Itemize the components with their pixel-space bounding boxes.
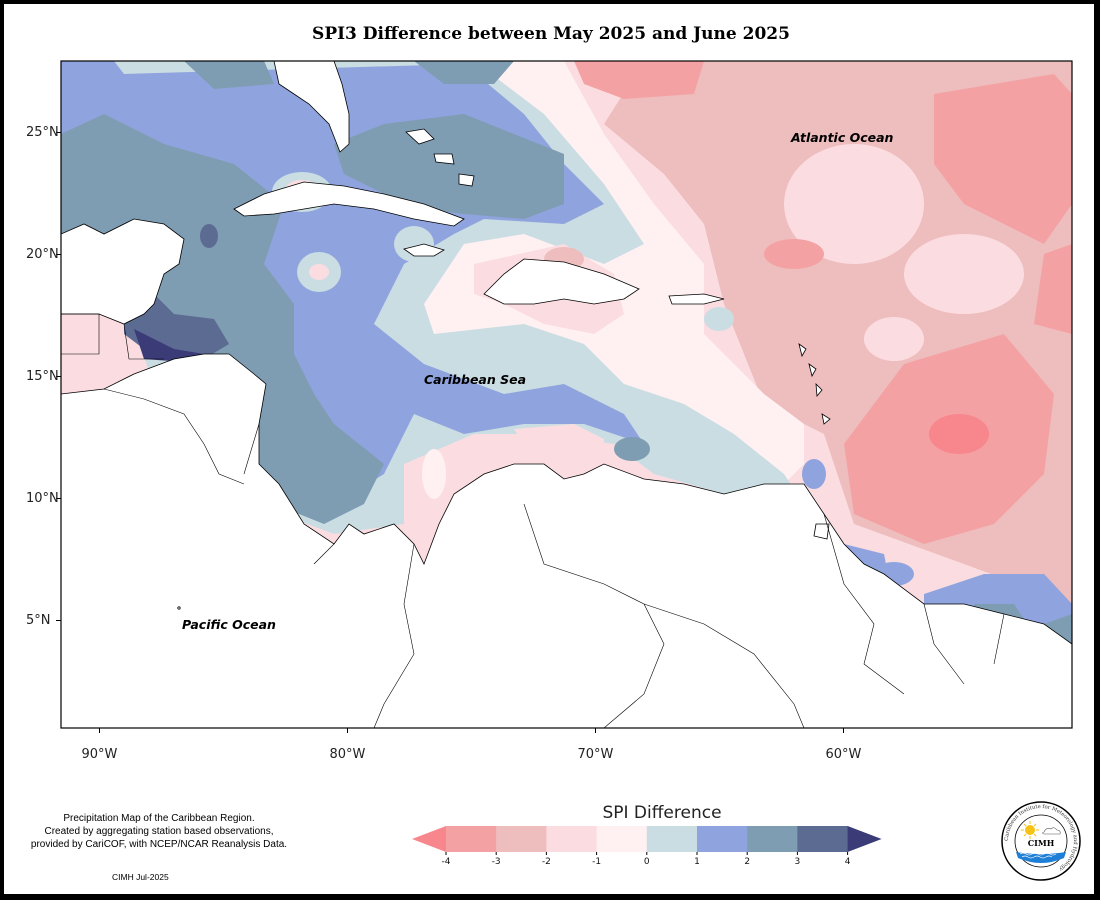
legend-tick-label: -4 <box>441 857 451 867</box>
caribbean-sea-label: Caribbean Sea <box>424 372 527 387</box>
credits-line-3: provided by CariCOF, with NCEP/NCAR Rean… <box>30 839 288 850</box>
colorbar-segment <box>412 826 446 852</box>
lon-label: 70°W <box>577 747 614 762</box>
logo-abbr: CIMH <box>1028 838 1055 848</box>
legend-tick-label: -3 <box>491 857 501 867</box>
spi-map <box>56 60 1073 855</box>
credits-date: CIMH Jul-2025 <box>112 872 169 882</box>
colorbar-segment <box>747 826 798 852</box>
colorbar-segment <box>646 826 698 852</box>
colorbar-segment <box>797 826 849 852</box>
atlantic-ocean-label: Atlantic Ocean <box>791 130 894 145</box>
colorbar-segment <box>446 826 497 852</box>
colorbar-segment <box>847 826 882 852</box>
lon-label: 90°W <box>81 747 118 762</box>
colorbar-segment <box>546 826 598 852</box>
lat-label: 20°N <box>26 246 59 262</box>
pacific-ocean-label: Pacific Ocean <box>182 617 276 632</box>
lat-label: 5°N <box>26 612 51 628</box>
legend-tick-label: 3 <box>794 857 801 867</box>
lon-label: 60°W <box>825 747 862 762</box>
legend-colorbar <box>412 826 882 855</box>
lat-label: 25°N <box>26 124 59 140</box>
credits-line-2: Created by aggregating station based obs… <box>44 826 274 837</box>
cimh-logo-icon: Caribbean Institute for Meteorology and … <box>1001 801 1081 881</box>
lat-label: 10°N <box>26 490 59 506</box>
legend-tick-label: -1 <box>592 857 602 867</box>
lat-label: 15°N <box>26 368 59 384</box>
spi-difference-field <box>61 61 1072 728</box>
colorbar-segment <box>697 826 748 852</box>
legend-tick-label: 4 <box>844 857 851 867</box>
legend-tick-label: 1 <box>694 857 700 867</box>
legend-tick-label: 2 <box>744 857 751 867</box>
lon-label: 80°W <box>329 747 366 762</box>
legend-tick-label: 0 <box>643 857 650 867</box>
legend-title: SPI Difference <box>602 803 722 823</box>
page-title: SPI3 Difference between May 2025 and Jun… <box>312 24 790 44</box>
colorbar-segment <box>596 826 648 852</box>
map-border <box>60 60 1073 729</box>
credits-text: Precipitation Map of the Caribbean Regio… <box>4 812 314 851</box>
credits-line-1: Precipitation Map of the Caribbean Regio… <box>63 813 255 824</box>
colorbar-segment <box>496 826 547 852</box>
country-borders <box>61 313 1005 728</box>
legend-tick-label: -2 <box>541 857 551 867</box>
